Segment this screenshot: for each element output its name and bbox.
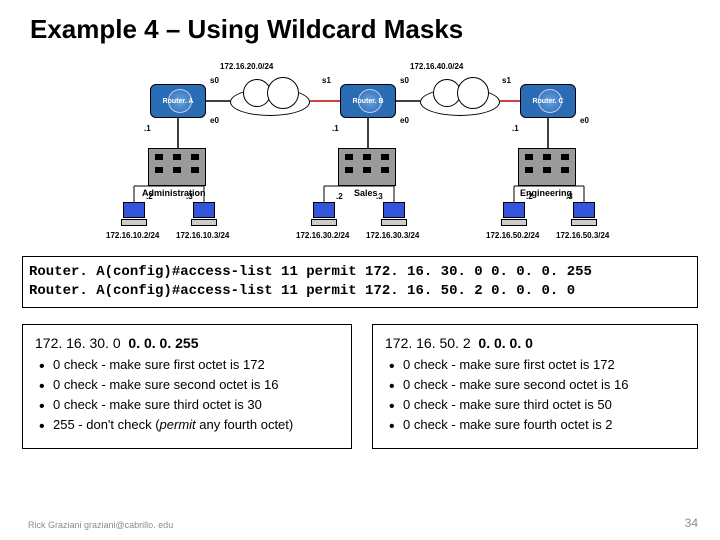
- pc-intf-c2: .3: [566, 192, 573, 201]
- explain-right: 172. 16. 50. 2 0. 0. 0. 0 0 check - make…: [372, 324, 698, 449]
- explain-right-item: 0 check - make sure second octet is 16: [385, 375, 685, 395]
- router-c: Router. C: [520, 84, 576, 118]
- cloud-ab: [230, 88, 310, 116]
- pc-c1: [500, 202, 528, 228]
- label-s1-b: s1: [502, 76, 511, 85]
- explain-right-list: 0 check - make sure first octet is 172 0…: [385, 355, 685, 436]
- code-line-1: Router. A(config)#access-list 11 permit …: [29, 263, 691, 282]
- pc-intf-a2: .3: [186, 192, 193, 201]
- pc-intf-b1: .2: [336, 192, 343, 201]
- label-e0-c: e0: [580, 116, 589, 125]
- pc-net-a2: 172.16.10.3/24: [176, 231, 229, 240]
- explain-left-item: 0 check - make sure third octet is 30: [35, 395, 339, 415]
- intf-ip-a: .1: [144, 124, 151, 133]
- config-code-box: Router. A(config)#access-list 11 permit …: [22, 256, 698, 308]
- pc-a2: [190, 202, 218, 228]
- label-s0-b: s0: [400, 76, 409, 85]
- explain-left-list: 0 check - make sure first octet is 172 0…: [35, 355, 339, 436]
- pc-intf-a1: .2: [146, 192, 153, 201]
- wan-subnet-bc: 172.16.40.0/24: [410, 62, 463, 71]
- explain-left-item: 0 check - make sure second octet is 16: [35, 375, 339, 395]
- router-a: Router. A: [150, 84, 206, 118]
- pc-net-b2: 172.16.30.3/24: [366, 231, 419, 240]
- cloud-bc: [420, 88, 500, 116]
- pc-c2: [570, 202, 598, 228]
- pc-net-a1: 172.16.10.2/24: [106, 231, 159, 240]
- intf-ip-b: .1: [332, 124, 339, 133]
- router-b: Router. B: [340, 84, 396, 118]
- explain-right-heading: 172. 16. 50. 2 0. 0. 0. 0: [385, 335, 685, 351]
- footer-page-number: 34: [685, 516, 698, 530]
- slide-title: Example 4 – Using Wildcard Masks: [30, 14, 463, 45]
- explain-left: 172. 16. 30. 0 0. 0. 0. 255 0 check - ma…: [22, 324, 352, 449]
- explain-right-item: 0 check - make sure first octet is 172: [385, 355, 685, 375]
- pc-net-c2: 172.16.50.3/24: [556, 231, 609, 240]
- pc-net-c1: 172.16.50.2/24: [486, 231, 539, 240]
- label-s0-a: s0: [210, 76, 219, 85]
- intf-ip-c: .1: [512, 124, 519, 133]
- pc-net-b1: 172.16.30.2/24: [296, 231, 349, 240]
- wan-subnet-ab: 172.16.20.0/24: [220, 62, 273, 71]
- code-line-2: Router. A(config)#access-list 11 permit …: [29, 282, 691, 301]
- explain-left-item: 255 - don't check (permit any fourth oct…: [35, 415, 339, 435]
- building-b: [338, 148, 396, 186]
- label-s1-a: s1: [322, 76, 331, 85]
- explain-left-heading: 172. 16. 30. 0 0. 0. 0. 255: [35, 335, 339, 351]
- footer-author: Rick Graziani graziani@cabrillo. edu: [28, 520, 173, 530]
- pc-intf-c1: .2: [526, 192, 533, 201]
- pc-b1: [310, 202, 338, 228]
- pc-intf-b2: .3: [376, 192, 383, 201]
- pc-b2: [380, 202, 408, 228]
- pc-a1: [120, 202, 148, 228]
- building-label-b: Sales: [354, 188, 378, 198]
- explain-left-item: 0 check - make sure first octet is 172: [35, 355, 339, 375]
- building-c: [518, 148, 576, 186]
- explain-right-item: 0 check - make sure fourth octet is 2: [385, 415, 685, 435]
- explain-right-item: 0 check - make sure third octet is 50: [385, 395, 685, 415]
- label-e0-b: e0: [400, 116, 409, 125]
- network-diagram: 172.16.20.0/24 172.16.40.0/24 Router. A …: [90, 56, 630, 241]
- building-a: [148, 148, 206, 186]
- label-e0-a: e0: [210, 116, 219, 125]
